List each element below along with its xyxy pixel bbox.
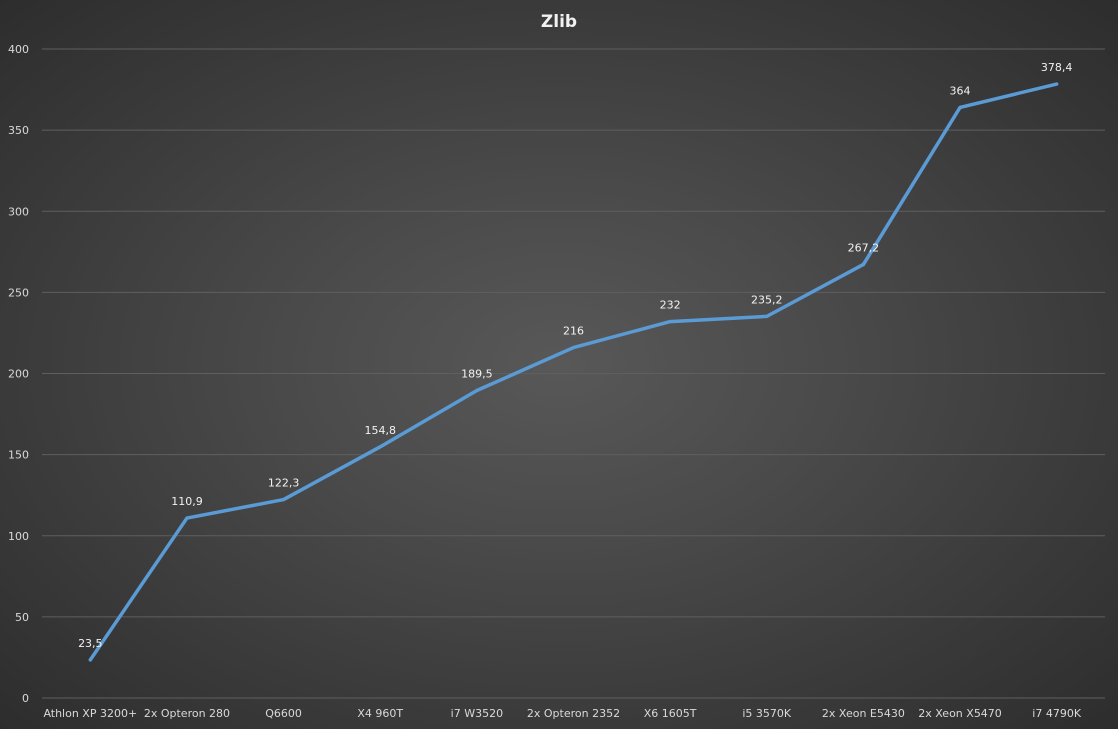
y-tick-label: 250	[8, 286, 29, 299]
y-tick-label: 50	[15, 611, 29, 624]
series-line	[88, 82, 1059, 662]
data-label: 378,4	[1041, 61, 1073, 74]
y-tick-label: 100	[8, 530, 29, 543]
data-label: 235,2	[751, 293, 783, 306]
y-tick-label: 350	[8, 124, 29, 137]
data-label: 23,5	[78, 637, 103, 650]
x-tick-label: i7 W3520	[451, 707, 503, 720]
x-tick-label: i7 4790K	[1032, 707, 1082, 720]
data-label: 364	[950, 84, 971, 97]
data-label: 110,9	[171, 495, 203, 508]
x-tick-label: 2x Opteron 2352	[527, 707, 620, 720]
x-tick-label: i5 3570K	[742, 707, 792, 720]
x-tick-label: X4 960T	[357, 707, 403, 720]
x-tick-label: Athlon XP 3200+	[43, 707, 137, 720]
data-label: 267,2	[848, 241, 880, 254]
chart-title: Zlib	[540, 12, 578, 32]
y-tick-label: 200	[8, 368, 29, 381]
x-tick-label: 2x Xeon X5470	[918, 707, 1002, 720]
x-tick-label: 2x Xeon E5430	[822, 707, 905, 720]
data-label: 216	[563, 325, 584, 338]
data-label: 122,3	[268, 477, 300, 490]
x-tick-label: 2x Opteron 280	[144, 707, 230, 720]
data-label: 189,5	[461, 368, 493, 381]
data-label: 232	[660, 299, 681, 312]
y-tick-label: 400	[8, 43, 29, 56]
y-tick-label: 150	[8, 449, 29, 462]
x-tick-label: Q6600	[265, 707, 302, 720]
x-tick-label: X6 1605T	[644, 707, 697, 720]
y-tick-label: 0	[22, 692, 29, 705]
data-label: 154,8	[364, 424, 396, 437]
y-tick-label: 300	[8, 205, 29, 218]
